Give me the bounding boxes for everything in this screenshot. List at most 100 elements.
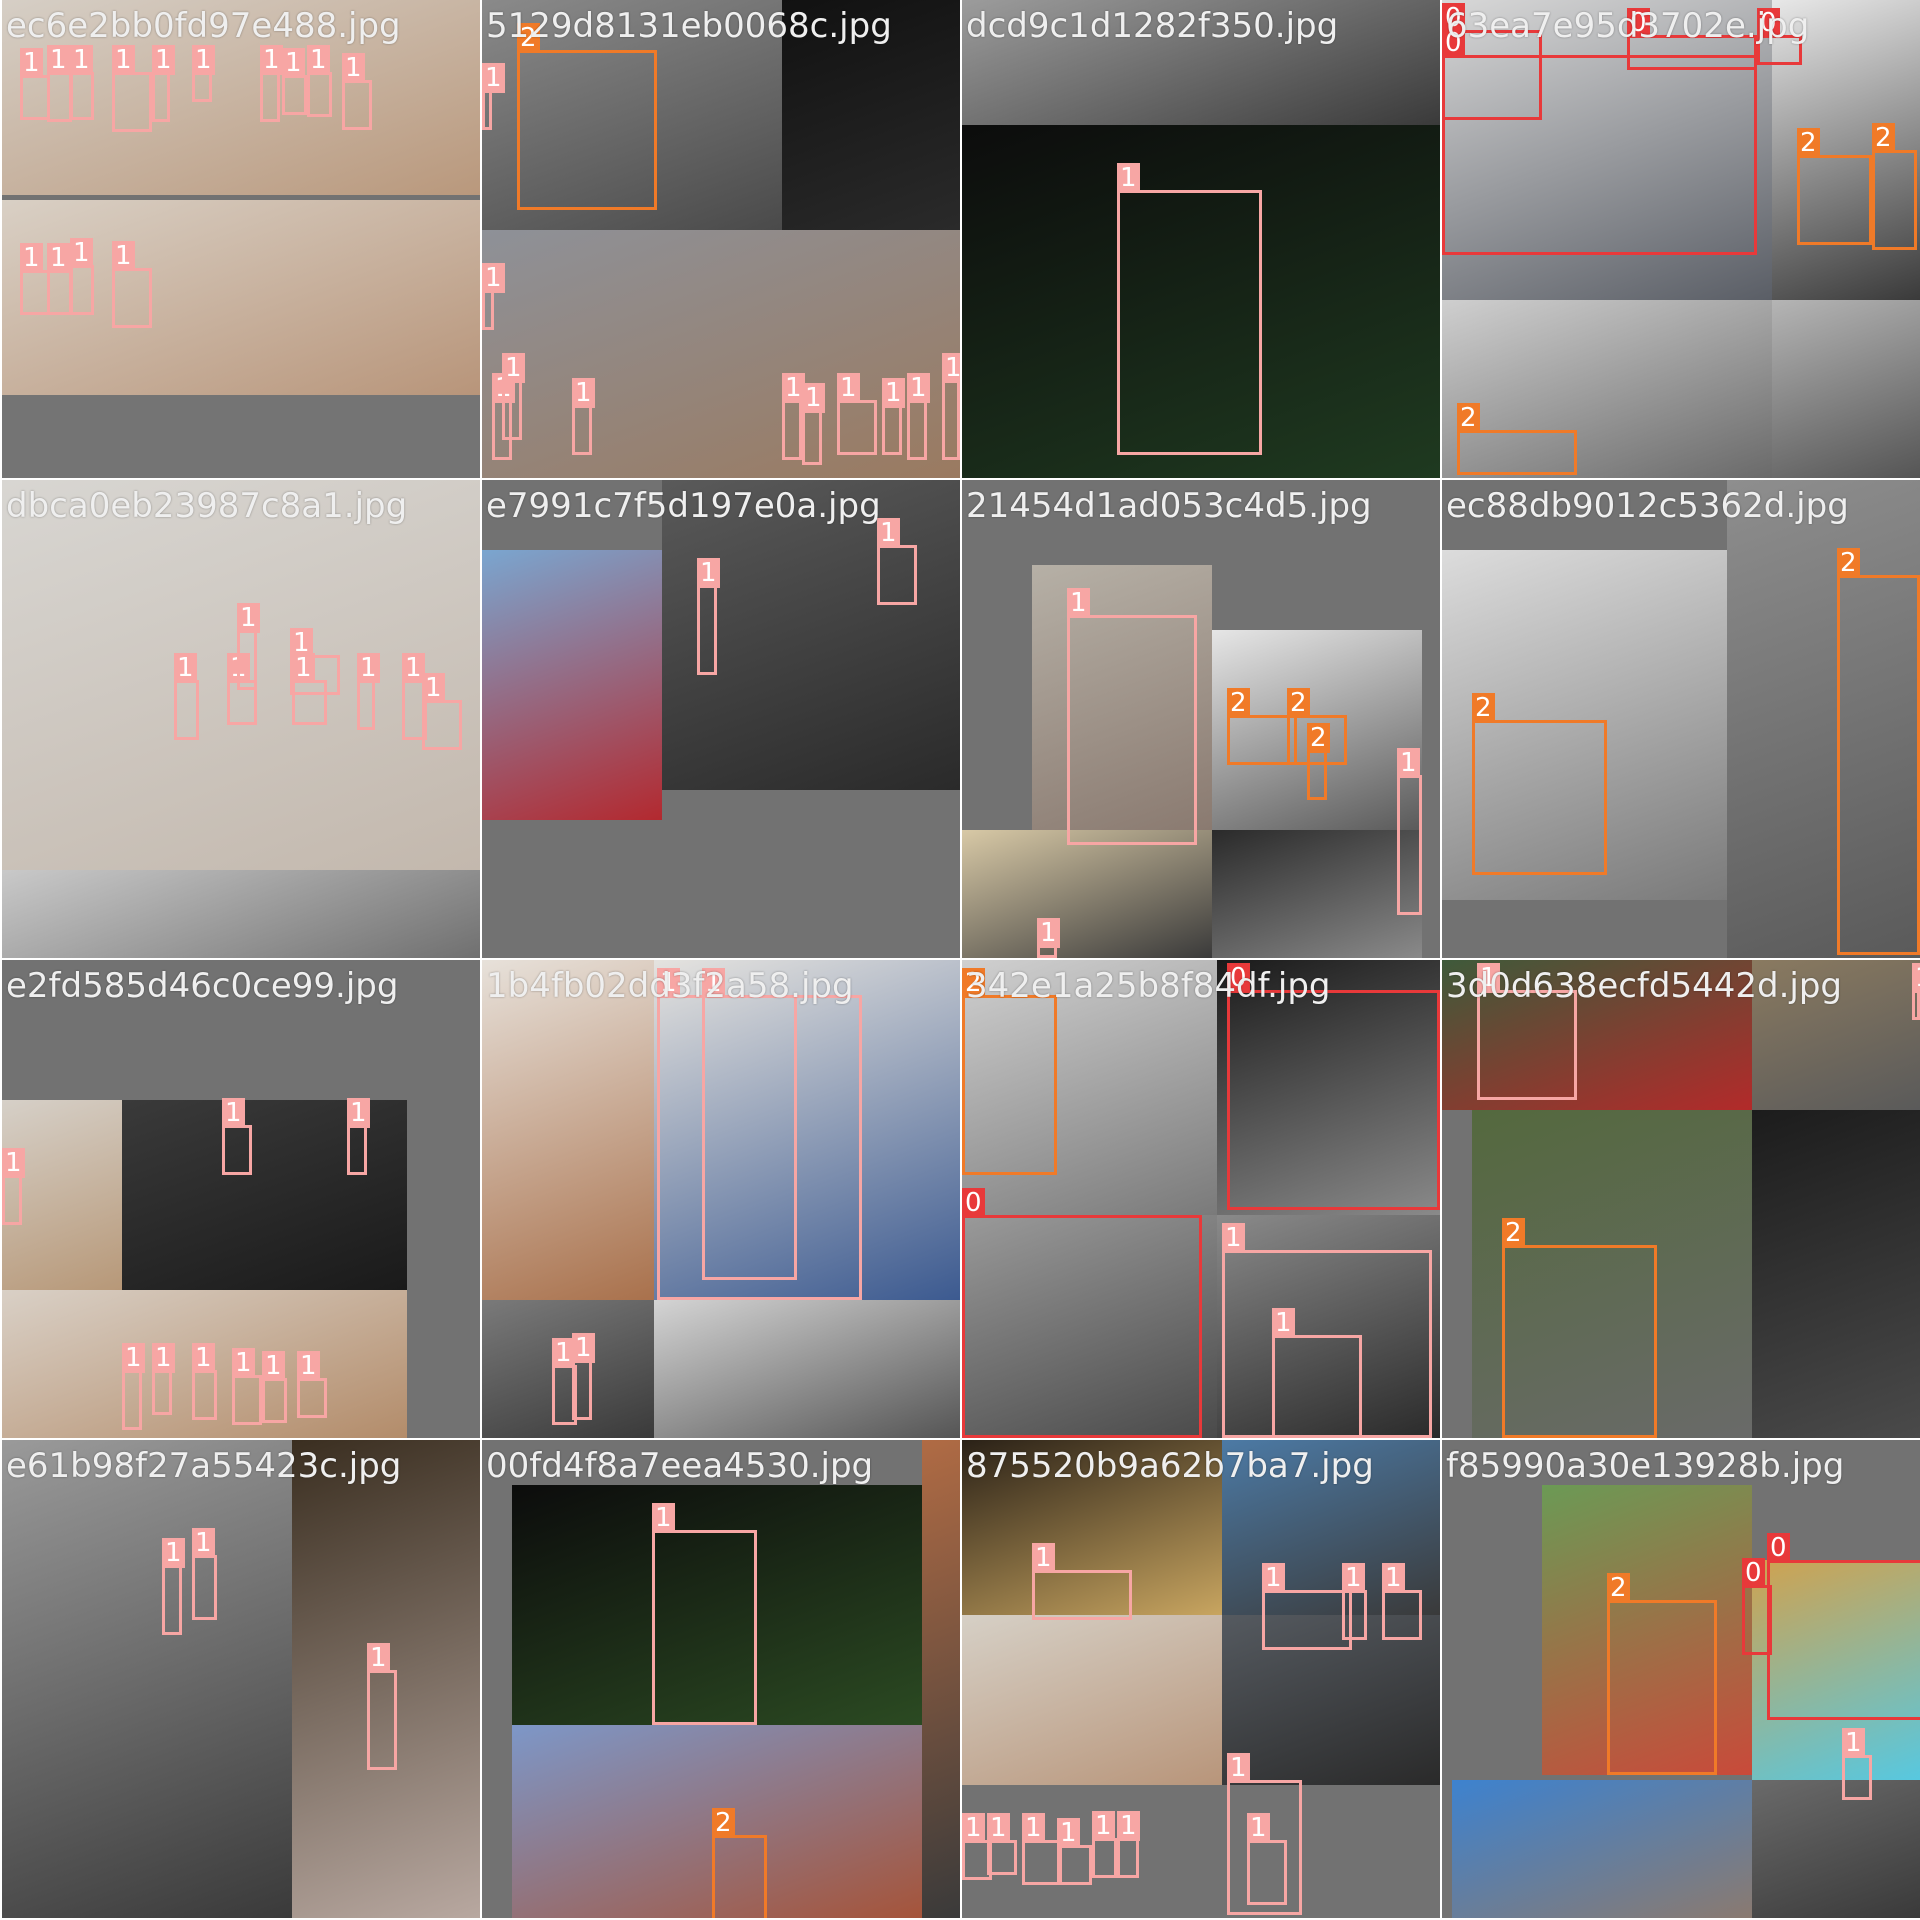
bounding-box: 1 (837, 373, 877, 455)
photo-region (2, 395, 480, 478)
class-id-label: 0 (1442, 28, 1465, 58)
bounding-box: 2 (1837, 548, 1920, 955)
bounding-box: 1 (297, 1351, 327, 1418)
bounding-box: 1 (290, 628, 340, 695)
class-id-label: 1 (657, 968, 680, 998)
photo-region (1752, 1110, 1920, 1438)
class-id-label: 0 (1227, 963, 1250, 993)
bounding-box: 1 (572, 378, 595, 455)
bounding-box: 2 (1287, 688, 1347, 765)
bounding-box: 1 (422, 673, 462, 750)
class-id-label: 1 (1262, 1563, 1285, 1593)
photo-region (1727, 480, 1920, 958)
mosaic-tile: 3d0d638ecfd5442d.jpg121 (1442, 960, 1920, 1438)
photo-region (1752, 960, 1920, 1110)
class-id-label: 1 (1342, 1563, 1365, 1593)
bounding-box: 1 (112, 241, 152, 328)
bounding-box: 1 (122, 1343, 145, 1430)
photo-region (962, 125, 1440, 478)
class-id-label: 1 (1272, 1308, 1295, 1338)
class-id-label: 0 (1757, 8, 1780, 38)
class-id-label: 1 (1032, 1543, 1055, 1573)
class-id-label: 1 (702, 968, 725, 998)
mosaic-tile: e61b98f27a55423c.jpg 1 1 1 (2, 1440, 480, 1918)
class-id-label: 1 (297, 1351, 320, 1381)
bounding-box: 0 (1627, 8, 1757, 70)
photo-region (482, 550, 662, 820)
class-id-label: 1 (422, 673, 445, 703)
tile-filename: 00fd4f8a7eea4530.jpg (486, 1446, 874, 1486)
tile-filename: ec88db9012c5362d.jpg (1446, 486, 1849, 526)
class-id-label: 1 (877, 518, 900, 548)
class-id-label: 1 (482, 63, 505, 93)
class-id-label: 1 (942, 353, 960, 383)
class-id-label: 1 (20, 243, 43, 273)
class-id-label: 2 (1227, 688, 1250, 718)
bounding-box: 1 (292, 653, 327, 725)
class-id-label: 0 (1767, 1533, 1790, 1563)
bounding-box: 1 (942, 353, 960, 460)
class-id-label: 1 (1842, 1728, 1865, 1758)
mosaic-tile: 342e1a25b8f84df.jpg 2 0 0 1 1 (962, 960, 1440, 1438)
bounding-box: 1 (697, 558, 720, 675)
class-id-label: 1 (122, 1343, 145, 1373)
bounding-box: 0 (1442, 28, 1757, 255)
tile-filename: e61b98f27a55423c.jpg (6, 1446, 402, 1486)
photo-region (1217, 960, 1440, 1215)
bounding-box: 0 (962, 1188, 1202, 1438)
mosaic-tile: 875520b9a62b7ba7.jpg 1 1 1 1 1 1 1 1 1 1 1 1 (962, 1440, 1440, 1918)
bounding-box: 1 (162, 1538, 185, 1635)
photo-region (662, 480, 960, 790)
class-id-label: 1 (260, 45, 283, 75)
bounding-box: 1 (307, 45, 332, 117)
bounding-box: 1 (174, 653, 199, 740)
photo-region (1772, 300, 1920, 478)
class-id-label: 1 (482, 263, 505, 293)
bounding-box: 2 (1607, 1573, 1717, 1775)
class-id-label: 1 (1227, 1753, 1250, 1783)
class-id-label: 1 (502, 353, 525, 383)
photo-region (962, 1615, 1222, 1785)
bounding-box: 2 (1457, 403, 1577, 475)
class-id-label: 1 (697, 558, 720, 588)
class-id-label: 1 (802, 383, 825, 413)
mosaic-tile: ec88db9012c5362d.jpg 2 2 (1442, 480, 1920, 958)
class-id-label: 0 (1627, 8, 1650, 38)
class-id-label: 1 (232, 1348, 255, 1378)
photo-region (482, 230, 960, 478)
photo-region (2, 200, 480, 395)
class-id-label: 0 (962, 1188, 985, 1218)
mosaic-tile: e7991c7f5d197e0a.jpg 1 1 (482, 480, 960, 958)
bounding-box: 2 (712, 1808, 767, 1918)
mosaic-tile: f85990a30e13928b.jpg 2 0 0 1 (1442, 1440, 1920, 1918)
class-id-label: 1 (192, 1343, 215, 1373)
bounding-box: 1 (1227, 1753, 1302, 1915)
photo-region (1542, 1485, 1752, 1775)
class-id-label: 1 (552, 1338, 575, 1368)
class-id-label: 1 (47, 45, 70, 75)
class-id-label: 1 (1117, 163, 1140, 193)
photo-region (1442, 0, 1772, 300)
bounding-box: 1 (222, 1098, 252, 1175)
class-id-label: 1 (1067, 588, 1090, 618)
photo-region (922, 1440, 960, 1918)
class-id-label: 1 (342, 53, 365, 83)
bounding-box: 1 (482, 63, 505, 130)
bounding-box: 1 (1382, 1563, 1422, 1640)
class-id-label: 2 (1872, 123, 1895, 153)
photo-region (122, 1100, 407, 1290)
class-id-label: 1 (1382, 1563, 1405, 1593)
mosaic-tile: 1b4fb02dd3f2a58.jpg 1 1 1 1 (482, 960, 960, 1438)
bounding-box: 1 (262, 1351, 287, 1423)
class-id-label: 1 (262, 1351, 285, 1381)
mosaic-tile: ec6e2bb0fd97e488.jpg 1 1 1 1 1 1 1 1 1 1 1 1 1 1 (2, 0, 480, 478)
tile-filename: 21454d1ad053c4d5.jpg (966, 486, 1372, 526)
class-id-label: 2 (712, 1808, 735, 1838)
bounding-box: 1 (652, 1503, 757, 1725)
bounding-box: 1 (152, 45, 175, 122)
mosaic-tile: 5129d8131eb0068c.jpg 2 1 1 1 1 1 1 1 1 1 1 1 (482, 0, 960, 478)
bounding-box: 1 (1247, 1813, 1287, 1905)
photo-region (2, 0, 480, 195)
bounding-box: 1 (907, 373, 930, 460)
